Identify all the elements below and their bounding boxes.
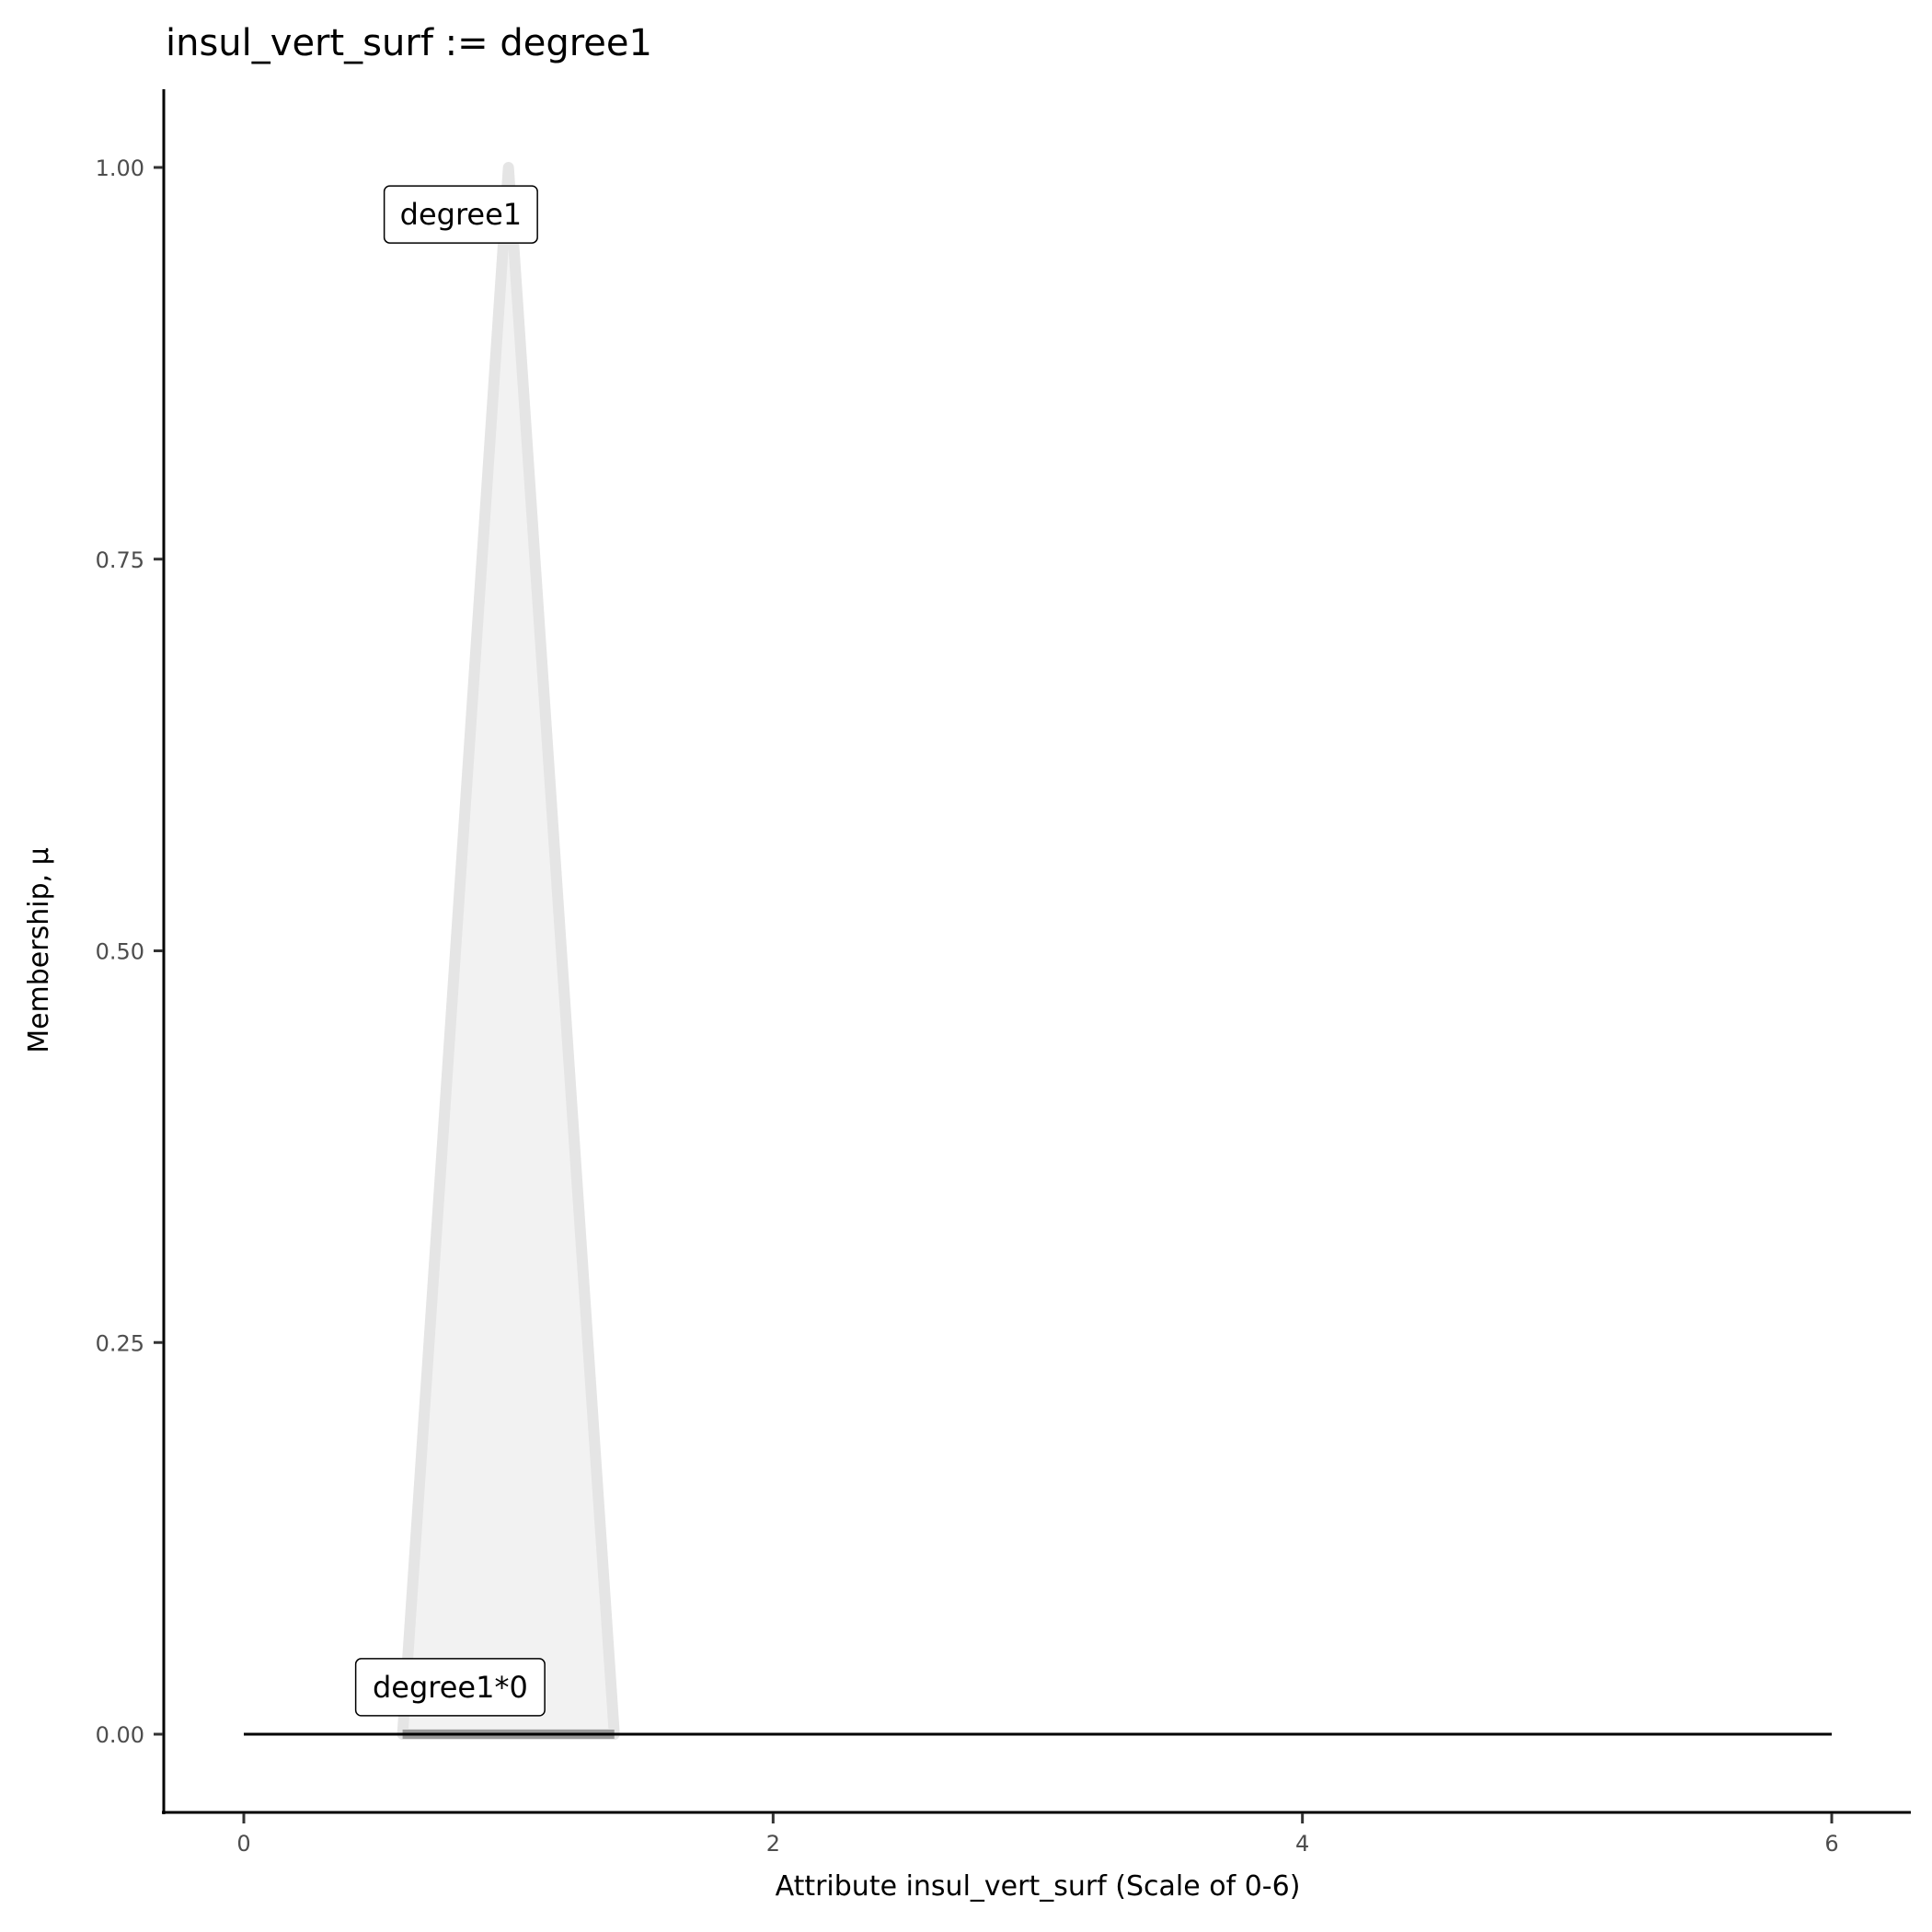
annotation-box	[354, 1658, 546, 1717]
annotation-label: degree1*0	[354, 1658, 546, 1717]
x-tick-label: 4	[1295, 1831, 1309, 1857]
x-tick-label: 6	[1824, 1831, 1838, 1857]
plot-area: degree1 degree1*0	[244, 162, 1832, 1740]
annotation-text: degree1	[400, 197, 523, 232]
annotation-label: degree1	[383, 185, 538, 244]
y-tick-label: 0.50	[96, 939, 144, 965]
y-axis-label: Membership, μ	[23, 847, 55, 1053]
y-tick-label: 0.25	[96, 1330, 144, 1356]
y-tick-label: 1.00	[96, 155, 144, 181]
x-axis-label: Attribute insul_vert_surf (Scale of 0-6)	[776, 1870, 1301, 1903]
annotation-box	[383, 185, 538, 244]
x-tick-label: 2	[766, 1831, 780, 1857]
y-tick-label: 0.00	[96, 1722, 144, 1748]
x-tick-label: 0	[236, 1831, 250, 1857]
chart-title: insul_vert_surf := degree1	[166, 22, 652, 64]
annotation-text: degree1*0	[373, 1670, 528, 1705]
y-tick-label: 0.75	[96, 547, 144, 573]
series-degree1-area	[397, 162, 620, 1740]
